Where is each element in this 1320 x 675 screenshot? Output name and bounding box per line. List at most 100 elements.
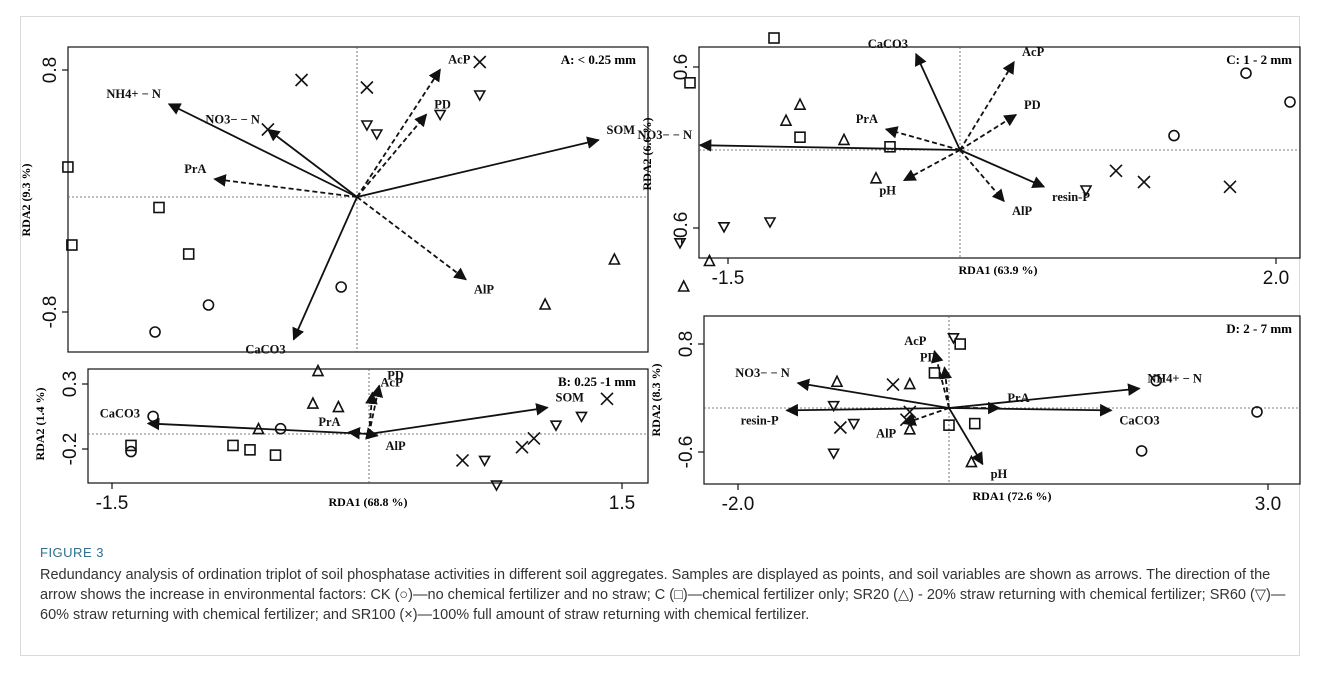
x-axis-label: RDA1 (63.9 %) xyxy=(959,263,1038,277)
point-sr100 xyxy=(473,55,487,69)
arrow-no3-n xyxy=(796,378,950,409)
arrow-label: AcP xyxy=(904,334,927,348)
y-axis-label: RDA2 (6.6 %) xyxy=(640,118,654,191)
point-sr100 xyxy=(903,405,917,419)
arrow-alp xyxy=(365,427,379,440)
arrow-label: PD xyxy=(387,369,404,383)
panel-c: C: 1 - 2 mm 0.6 -0.6 -1.5 2.0 RDA1 (63.9 %) RD… xyxy=(637,32,1301,289)
arrow-label: NH4+ − N xyxy=(1147,372,1202,386)
y-tick-label: 0.6 xyxy=(671,54,692,80)
point-c xyxy=(227,439,239,452)
panel-title: B: 0.25 -1 mm xyxy=(558,374,636,389)
panel-title: C: 1 - 2 mm xyxy=(1226,52,1292,67)
arrow-caco3 xyxy=(292,196,358,341)
arrow-ph xyxy=(948,407,984,466)
panel-d: D: 2 - 7 mm 0.8 -0.6 -2.0 3.0 RDA1 (72.6 %) RD… xyxy=(649,315,1301,515)
point-sr100 xyxy=(261,122,275,137)
point-ck xyxy=(1135,445,1148,457)
arrow-label: PD xyxy=(434,98,451,112)
arrow-label: PD xyxy=(920,350,937,364)
arrow-label: PrA xyxy=(318,415,340,429)
point-c xyxy=(182,248,195,260)
x-tick-label: 3.0 xyxy=(1255,494,1281,515)
point-sr60 xyxy=(1079,185,1093,197)
arrow-label: resin-P xyxy=(741,413,779,427)
point-sr100 xyxy=(527,431,541,445)
plot-frame xyxy=(87,368,649,484)
arrow-caco3 xyxy=(146,417,370,435)
y-axis-label: RDA2 (9.3 %) xyxy=(19,164,33,237)
point-sr20 xyxy=(965,454,978,468)
arrow-label: CaCO3 xyxy=(245,343,285,357)
point-c xyxy=(269,449,282,461)
y-tick-label: -0.6 xyxy=(676,436,697,469)
point-ck xyxy=(1284,96,1296,108)
point-sr20 xyxy=(837,132,851,146)
y-tick-label: 0.3 xyxy=(60,371,81,397)
point-sr60 xyxy=(763,217,777,229)
point-sr20 xyxy=(311,363,325,377)
arrow-nh4-n xyxy=(167,103,358,198)
y-tick-label: 0.8 xyxy=(676,331,697,357)
arrow-label: pH xyxy=(879,183,896,197)
arrow-resin-p xyxy=(785,403,950,417)
panel-a: A: < 0.25 mm 0.8 -0.8 RDA2 (9.3 %) NH4+ − N N… xyxy=(19,46,716,357)
point-sr20 xyxy=(306,396,320,409)
x-tick-label: 1.5 xyxy=(609,493,635,514)
y-tick-label: -0.2 xyxy=(60,433,81,466)
arrow-label: PrA xyxy=(1007,391,1029,405)
point-sr60 xyxy=(549,420,563,432)
point-sr60 xyxy=(673,238,687,250)
panel-title: D: 2 - 7 mm xyxy=(1226,321,1292,336)
arrow-label: CaCO3 xyxy=(1119,413,1159,427)
arrow-label: pH xyxy=(991,467,1008,481)
point-c xyxy=(968,417,981,430)
arrow-label: SOM xyxy=(556,391,585,405)
point-ck xyxy=(202,299,215,311)
arrow-label: AcP xyxy=(448,53,471,67)
point-sr20 xyxy=(703,253,716,267)
arrow-pd xyxy=(959,114,1018,151)
arrow-label: PrA xyxy=(856,112,878,126)
figure-label: FIGURE 3 xyxy=(40,545,104,560)
arrow-pra xyxy=(884,126,961,151)
point-c xyxy=(943,419,955,431)
arrow-label: AcP xyxy=(1022,45,1045,59)
point-ck xyxy=(1251,406,1263,418)
point-sr60 xyxy=(847,418,861,431)
arrow-alp xyxy=(356,196,467,281)
arrow-som xyxy=(368,403,549,435)
point-sr60 xyxy=(370,129,384,141)
point-c xyxy=(244,444,256,456)
point-sr100 xyxy=(360,80,374,95)
point-sr100 xyxy=(600,392,614,406)
point-sr20 xyxy=(903,422,917,435)
arrow-label: NO3− − N xyxy=(205,113,260,127)
plot-frame xyxy=(698,46,1301,259)
point-sr20 xyxy=(830,374,844,388)
point-ck xyxy=(335,281,347,293)
figure-caption: Redundancy analysis of ordination triplo… xyxy=(40,567,1286,623)
arrow-label: PD xyxy=(1024,98,1041,112)
point-sr60 xyxy=(717,222,731,234)
arrow-acp xyxy=(356,68,441,198)
arrow-label: PrA xyxy=(184,162,206,176)
plot-frame xyxy=(703,315,1301,485)
point-c xyxy=(768,32,780,44)
x-tick-label: -1.5 xyxy=(96,493,129,514)
arrow-caco3 xyxy=(948,403,1113,417)
point-sr100 xyxy=(1109,164,1123,178)
arrow-label: AlP xyxy=(386,439,407,453)
point-ck xyxy=(1240,67,1252,79)
arrow-label: AcP xyxy=(380,376,403,390)
point-ck xyxy=(1150,374,1162,387)
arrow-acp xyxy=(959,60,1015,151)
point-sr20 xyxy=(793,97,807,110)
x-tick-label: -2.0 xyxy=(722,494,755,515)
point-sr100 xyxy=(886,378,900,392)
point-ck xyxy=(149,326,161,338)
point-c xyxy=(954,338,967,350)
x-tick-label: 2.0 xyxy=(1263,268,1289,289)
arrow-label: CaCO3 xyxy=(868,37,908,51)
point-c xyxy=(928,367,941,379)
